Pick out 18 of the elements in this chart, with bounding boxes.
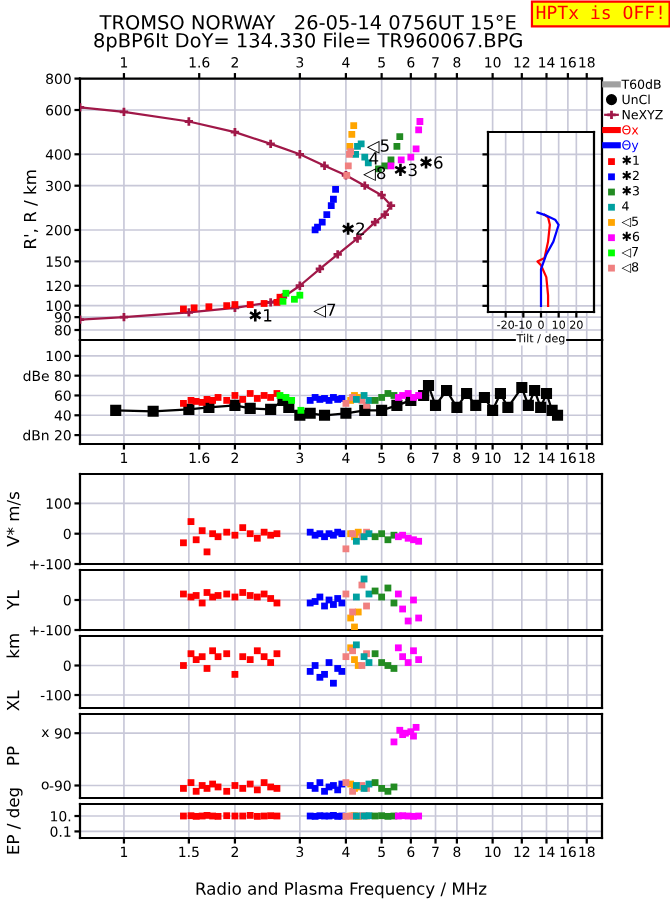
- chart-subtitle: 8pBP6It DoY= 134.330 File= TR960067.BPG: [94, 32, 522, 52]
- annotation: ◁5: [366, 139, 389, 154]
- annotation: ✱3: [394, 163, 417, 177]
- y-axis-title: EP / deg: [6, 788, 23, 854]
- y-axis-title: XL km: [6, 634, 20, 711]
- chart-title: TROMSO NORWAY 26-05-14 0756UT 15°E: [99, 14, 516, 30]
- annotation: ✱1: [249, 309, 272, 322]
- annotation: ✱2: [342, 222, 365, 235]
- annotation: ✱6: [420, 156, 443, 169]
- text: HPTx is OFF!: [536, 5, 662, 20]
- y-axis-title: YL: [6, 590, 20, 610]
- y-axis-title: V* m/s: [6, 492, 21, 547]
- y-axis-title: PP: [6, 746, 20, 765]
- annotation: 4: [369, 152, 379, 165]
- y-axis-title: R', R / km: [23, 170, 39, 248]
- annotation: ◁8: [363, 166, 386, 182]
- x-axis-title: Radio and Plasma Frequency / MHz: [196, 882, 487, 899]
- annotation: ◁7: [313, 303, 336, 318]
